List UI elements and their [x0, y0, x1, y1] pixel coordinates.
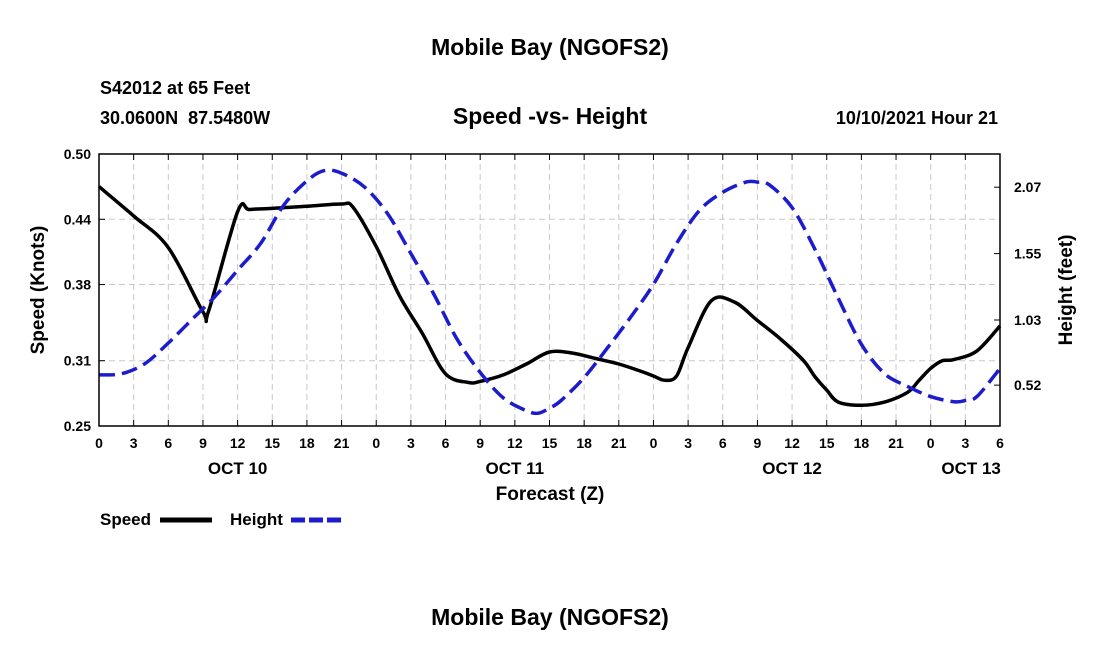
x-tick-label: 0 [650, 435, 658, 451]
coordinates-label: 30.0600N 87.5480W [100, 108, 270, 128]
series-layer [97, 168, 1002, 416]
y2-tick-label: 0.52 [1014, 377, 1041, 393]
chart-title: Mobile Bay (NGOFS2) [431, 34, 669, 60]
x-tick-label: 6 [164, 435, 172, 451]
station-label: S42012 at 65 Feet [100, 78, 250, 98]
x-tick-label: 9 [476, 435, 484, 451]
x-tick-label: 21 [888, 435, 904, 451]
x-tick-label: 12 [507, 435, 523, 451]
x-tick-label: 18 [576, 435, 592, 451]
x-tick-label: 0 [95, 435, 103, 451]
y-tick-label: 0.38 [64, 277, 91, 293]
x-tick-label: 18 [299, 435, 315, 451]
x-tick-label: 9 [754, 435, 762, 451]
x-tick-label: 21 [334, 435, 350, 451]
x-date-label: OCT 10 [208, 459, 268, 478]
x-tick-label: 6 [996, 435, 1004, 451]
x-date-label: OCT 12 [762, 459, 822, 478]
y-tick-label: 0.25 [64, 418, 91, 434]
x-tick-label: 6 [719, 435, 727, 451]
height-series-line [98, 168, 1002, 416]
x-tick-label: 3 [130, 435, 138, 451]
y-tick-label: 0.31 [64, 353, 91, 369]
x-tick-label: 3 [961, 435, 969, 451]
x-tick-label: 15 [542, 435, 558, 451]
chart-subtitle: Speed -vs- Height [453, 103, 648, 129]
x-tick-label: 0 [927, 435, 935, 451]
x-axis-label: Forecast (Z) [496, 484, 605, 505]
x-tick-label: 15 [264, 435, 280, 451]
y2-tick-label: 2.07 [1014, 179, 1041, 195]
x-tick-label: 12 [784, 435, 800, 451]
y-tick-label: 0.44 [64, 211, 91, 227]
x-tick-label: 3 [407, 435, 415, 451]
y-axis-label: Speed (Knots) [28, 226, 49, 355]
x-tick-label: 12 [230, 435, 246, 451]
x-date-label: OCT 11 [486, 459, 545, 478]
y2-axis-label: Height (feet) [1056, 235, 1077, 346]
legend: Speed Height [100, 510, 342, 529]
y2-tick-label: 1.03 [1014, 312, 1041, 328]
y-tick-label: 0.50 [64, 146, 91, 162]
x-tick-label: 3 [684, 435, 692, 451]
footer-title: Mobile Bay (NGOFS2) [431, 604, 669, 630]
legend-height-label: Height [230, 510, 283, 529]
legend-speed-label: Speed [100, 510, 151, 529]
axes: 0 3 6 9 12 15 18 21 0 3 6 9 12 15 18 21 0 3 6 9 12 15 18 21 0 3 6 O… [64, 146, 1042, 478]
x-tick-label: 6 [442, 435, 450, 451]
x-tick-label: 0 [372, 435, 380, 451]
forecast-datetime: 10/10/2021 Hour 21 [836, 108, 998, 128]
speed-series-line [97, 185, 1002, 408]
x-tick-label: 9 [199, 435, 207, 451]
y2-tick-label: 1.55 [1014, 246, 1041, 262]
grid-lines [99, 154, 1000, 426]
x-tick-label: 15 [819, 435, 835, 451]
x-tick-label: 18 [854, 435, 870, 451]
x-date-label: OCT 13 [941, 459, 1001, 478]
x-tick-label: 21 [611, 435, 627, 451]
